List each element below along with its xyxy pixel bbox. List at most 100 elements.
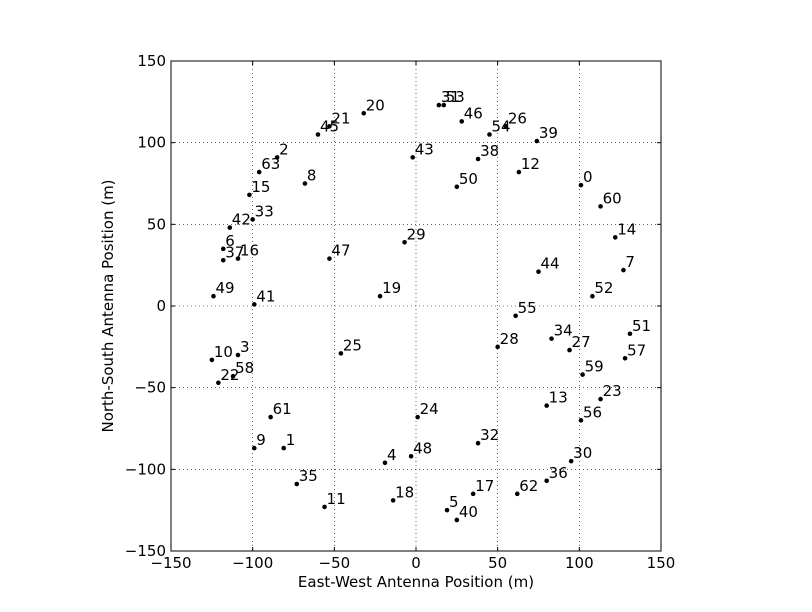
data-point: [578, 418, 584, 423]
data-point-label: 4: [387, 446, 397, 464]
data-point: [470, 491, 476, 497]
data-point: [338, 351, 344, 356]
y-tick-label: 150: [137, 52, 166, 70]
data-point-label: 20: [366, 96, 385, 114]
data-point-label: 12: [521, 155, 540, 173]
data-point-label: 46: [464, 104, 483, 122]
data-point: [220, 257, 226, 263]
data-point: [281, 445, 287, 451]
data-point: [235, 256, 241, 261]
data-point: [514, 491, 520, 497]
data-point-label: 14: [617, 220, 636, 238]
data-point: [436, 102, 442, 108]
data-point-label: 28: [500, 330, 519, 348]
data-point-label: 6: [225, 232, 235, 250]
y-axis-label: North-South Antenna Position (m): [99, 179, 117, 432]
data-points: 0123456789101112131415161718192021222324…: [209, 88, 651, 523]
data-point: [274, 155, 280, 160]
x-tick-label: 150: [647, 554, 676, 572]
data-point-label: 62: [519, 477, 538, 495]
data-point: [544, 478, 549, 484]
data-point-label: 58: [235, 359, 254, 377]
data-point-label: 51: [632, 317, 651, 335]
data-point: [622, 355, 628, 361]
x-tick-label: 100: [565, 554, 594, 572]
data-point-label: 16: [240, 242, 259, 260]
data-point: [454, 517, 460, 523]
data-point-label: 47: [331, 242, 350, 260]
data-point-label: 2: [279, 140, 289, 158]
grid: [171, 61, 661, 551]
data-point-label: 32: [480, 426, 499, 444]
data-point: [211, 293, 216, 299]
data-point-label: 36: [549, 464, 568, 482]
data-point: [495, 344, 500, 350]
data-point-label: 23: [603, 382, 622, 400]
data-point-label: 53: [446, 88, 465, 106]
data-point: [513, 313, 518, 319]
data-point: [220, 246, 226, 252]
data-point: [327, 124, 332, 129]
y-tick-label: −100: [125, 460, 166, 478]
data-point: [216, 380, 221, 386]
data-point-label: 15: [251, 178, 270, 196]
data-point-label: 40: [459, 503, 478, 521]
y-tick-label: 0: [156, 297, 166, 315]
data-point: [487, 132, 492, 137]
y-tick-label: −150: [125, 542, 166, 560]
data-point: [459, 119, 465, 124]
data-point-label: 8: [307, 167, 317, 185]
data-point: [621, 267, 626, 273]
x-axis-label: East-West Antenna Position (m): [298, 573, 534, 591]
data-point-label: 43: [415, 140, 434, 158]
data-point-label: 45: [320, 118, 339, 136]
data-point: [475, 440, 481, 446]
data-point: [590, 293, 595, 299]
data-point-label: 41: [256, 287, 275, 305]
data-point: [454, 184, 460, 190]
data-point-label: 29: [407, 225, 426, 243]
data-point-label: 59: [585, 358, 604, 376]
data-point-label: 21: [331, 109, 350, 127]
data-point: [503, 124, 509, 129]
data-point: [227, 225, 233, 230]
data-point: [235, 352, 241, 358]
data-point: [315, 132, 321, 137]
y-tick-label: 100: [137, 134, 166, 152]
data-point-label: 26: [508, 109, 527, 127]
data-point-label: 10: [214, 343, 233, 361]
data-point: [408, 453, 414, 459]
data-point: [361, 110, 367, 116]
data-point-label: 24: [420, 400, 439, 418]
data-point: [247, 192, 252, 198]
data-point: [536, 269, 541, 275]
data-point: [209, 357, 215, 363]
data-point-label: 60: [603, 189, 622, 207]
data-point-label: 7: [625, 253, 635, 271]
data-point-label: 34: [554, 322, 573, 340]
data-point-label: 9: [256, 431, 266, 449]
x-tick-label: −100: [232, 554, 273, 572]
data-point: [377, 293, 383, 299]
data-point: [444, 507, 450, 513]
y-tick-label: −50: [134, 379, 166, 397]
data-point: [598, 396, 603, 402]
data-point: [256, 169, 262, 175]
data-point-label: 48: [413, 439, 432, 457]
data-point: [382, 460, 388, 466]
data-point-label: 33: [255, 202, 274, 220]
data-point: [612, 235, 618, 240]
data-point: [544, 403, 549, 408]
data-point-label: 42: [232, 211, 251, 229]
data-point-label: 54: [492, 118, 511, 136]
data-point: [230, 373, 236, 379]
data-point: [578, 182, 584, 188]
data-point: [580, 372, 585, 377]
data-point: [567, 347, 572, 353]
data-point: [302, 181, 308, 186]
data-point: [598, 204, 603, 209]
data-point: [415, 414, 420, 420]
data-point-label: 39: [539, 124, 558, 142]
data-point-label: 52: [594, 279, 613, 297]
